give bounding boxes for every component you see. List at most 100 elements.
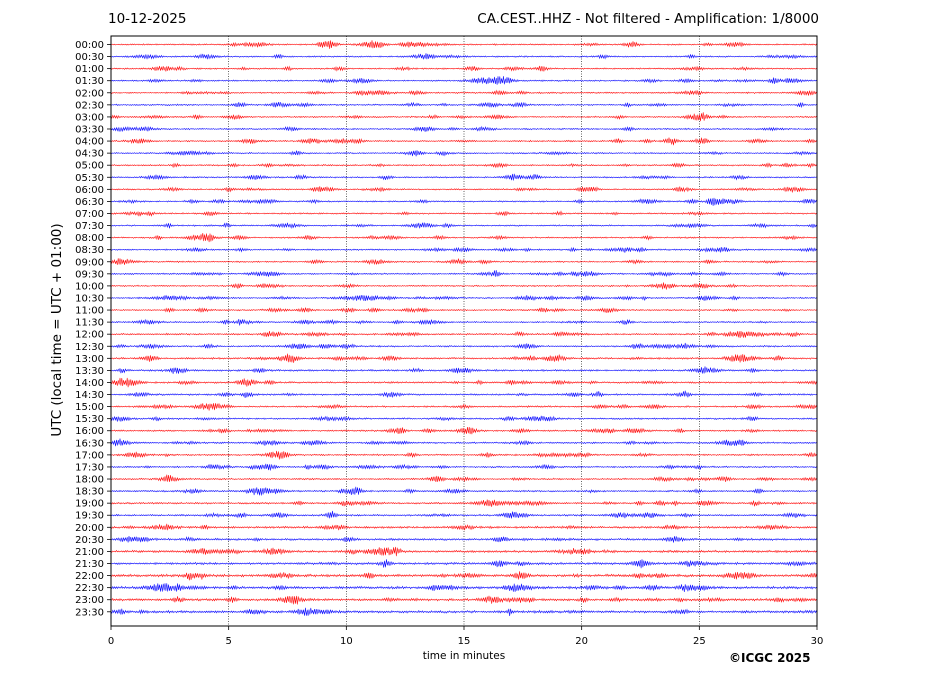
- seismic-trace: [110, 546, 817, 557]
- seismic-trace: [110, 499, 817, 507]
- y-tick-label: 03:00: [75, 112, 104, 123]
- seismic-trace: [110, 101, 817, 108]
- y-tick-label: 04:30: [75, 149, 104, 160]
- y-tick-label: 03:30: [75, 124, 104, 135]
- seismic-trace: [110, 173, 817, 181]
- y-tick-label: 16:30: [75, 438, 104, 449]
- seismic-trace: [110, 307, 817, 314]
- seismic-trace: [110, 595, 817, 605]
- copyright-text: ©ICGC 2025: [729, 651, 811, 665]
- y-tick-label: 07:00: [75, 209, 104, 220]
- x-tick-label: 10: [340, 636, 353, 647]
- seismic-trace: [110, 270, 817, 278]
- seismic-trace: [110, 377, 817, 388]
- y-tick-label: 12:00: [75, 330, 104, 341]
- seismic-trace: [110, 186, 817, 193]
- seismic-trace: [110, 76, 817, 85]
- seismic-trace: [110, 353, 817, 363]
- y-tick-label: 14:30: [75, 390, 104, 401]
- y-tick-label: 00:30: [75, 52, 104, 63]
- x-tick-label: 25: [693, 636, 706, 647]
- grid-layer: [228, 36, 700, 626]
- y-tick-label: 18:30: [75, 487, 104, 498]
- y-tick-label: 08:30: [75, 245, 104, 256]
- y-tick-layer: 00:0000:3001:0001:3002:0002:3003:0003:30…: [75, 40, 111, 618]
- seismic-trace: [110, 486, 817, 496]
- y-tick-label: 02:30: [75, 100, 104, 111]
- seismic-trace: [110, 438, 817, 447]
- seismic-trace: [110, 583, 817, 592]
- y-tick-label: 06:00: [75, 185, 104, 196]
- y-tick-label: 14:00: [75, 378, 104, 389]
- seismic-trace: [110, 210, 817, 217]
- seismic-trace: [110, 294, 817, 302]
- y-tick-label: 13:30: [75, 366, 104, 377]
- seismic-trace: [110, 390, 817, 398]
- seismic-trace: [110, 450, 817, 460]
- seismic-trace: [110, 150, 817, 157]
- seismic-trace: [110, 559, 817, 569]
- y-tick-label: 01:30: [75, 76, 104, 87]
- y-tick-label: 20:30: [75, 535, 104, 546]
- seismic-trace: [110, 125, 817, 133]
- y-tick-label: 09:00: [75, 257, 104, 268]
- y-tick-label: 18:00: [75, 475, 104, 486]
- seismic-trace: [110, 246, 817, 253]
- seismic-trace: [110, 427, 817, 435]
- seismic-trace: [110, 137, 817, 146]
- y-tick-label: 11:00: [75, 306, 104, 317]
- y-tick-label: 04:00: [75, 137, 104, 148]
- y-tick-label: 08:00: [75, 233, 104, 244]
- x-tick-label: 30: [811, 636, 824, 647]
- y-tick-label: 01:00: [75, 64, 104, 75]
- seismic-trace: [110, 232, 817, 243]
- seismic-trace: [110, 523, 817, 531]
- y-tick-label: 15:30: [75, 414, 104, 425]
- y-tick-label: 22:00: [75, 571, 104, 582]
- trace-layer: [110, 40, 817, 616]
- seismic-trace: [110, 89, 817, 96]
- y-tick-label: 15:00: [75, 402, 104, 413]
- seismic-trace: [110, 258, 817, 266]
- seismic-trace: [110, 318, 817, 326]
- seismic-trace: [110, 474, 817, 483]
- y-tick-label: 22:30: [75, 583, 104, 594]
- y-tick-label: 00:00: [75, 40, 104, 51]
- seismic-trace: [110, 366, 817, 374]
- seismic-trace: [110, 415, 817, 422]
- seismic-trace: [110, 510, 817, 519]
- chart-date: 10-12-2025: [108, 11, 187, 27]
- y-tick-label: 06:30: [75, 197, 104, 208]
- seismic-trace: [110, 536, 817, 543]
- seismic-trace: [110, 571, 817, 581]
- y-tick-label: 23:30: [75, 607, 104, 618]
- seismic-trace: [110, 282, 817, 290]
- seismic-trace: [110, 403, 817, 411]
- chart-title: CA.CEST..HHZ - Not filtered - Amplificat…: [477, 11, 819, 27]
- seismic-trace: [110, 463, 817, 471]
- x-axis-label: time in minutes: [422, 650, 506, 662]
- seismic-trace: [110, 40, 817, 49]
- y-tick-label: 10:00: [75, 281, 104, 292]
- seismic-trace: [110, 162, 817, 169]
- seismic-trace: [110, 53, 817, 60]
- y-tick-label: 23:00: [75, 595, 104, 606]
- y-tick-label: 02:00: [75, 88, 104, 99]
- x-tick-label: 20: [575, 636, 588, 647]
- seismic-trace: [110, 607, 817, 616]
- y-tick-label: 11:30: [75, 318, 104, 329]
- y-tick-label: 21:30: [75, 559, 104, 570]
- y-tick-label: 16:00: [75, 426, 104, 437]
- y-tick-label: 12:30: [75, 342, 104, 353]
- seismic-trace: [110, 112, 817, 122]
- seismic-trace: [110, 222, 817, 229]
- y-tick-label: 21:00: [75, 547, 104, 558]
- seismic-trace: [110, 65, 817, 72]
- y-tick-label: 05:30: [75, 173, 104, 184]
- y-axis-label: UTC (local time = UTC + 01:00): [49, 223, 65, 437]
- y-tick-label: 19:30: [75, 511, 104, 522]
- x-tick-label: 5: [225, 636, 231, 647]
- y-tick-label: 10:30: [75, 293, 104, 304]
- y-tick-label: 20:00: [75, 523, 104, 534]
